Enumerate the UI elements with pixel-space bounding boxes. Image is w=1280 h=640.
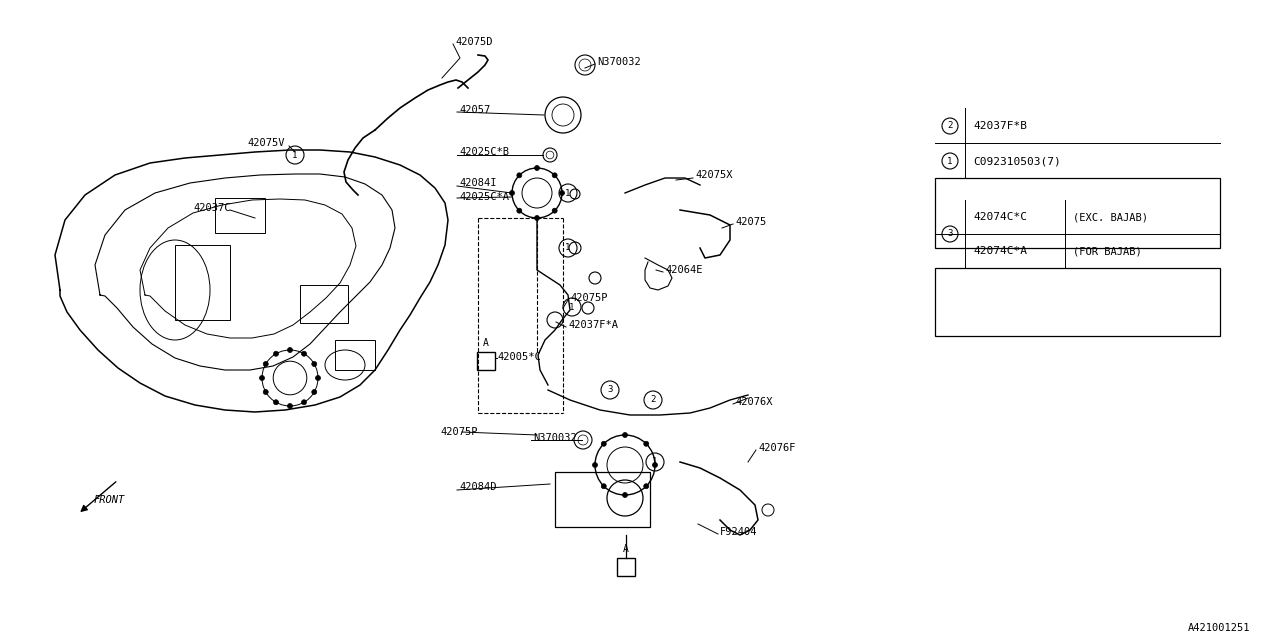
Bar <box>934 268 1220 336</box>
Text: 3: 3 <box>947 230 952 239</box>
Circle shape <box>552 173 557 178</box>
Text: 42075P: 42075P <box>440 427 477 437</box>
Text: (FOR BAJAB): (FOR BAJAB) <box>1073 246 1142 256</box>
Text: 42075P: 42075P <box>570 293 608 303</box>
Text: 2: 2 <box>947 122 952 131</box>
Circle shape <box>274 400 279 404</box>
Text: 42075: 42075 <box>735 217 767 227</box>
Text: 42075D: 42075D <box>454 37 493 47</box>
Circle shape <box>622 433 627 438</box>
Circle shape <box>622 493 627 497</box>
Text: N370032: N370032 <box>532 433 577 443</box>
Text: 42025C*B: 42025C*B <box>460 147 509 157</box>
Circle shape <box>509 191 515 195</box>
Text: 42084D: 42084D <box>460 482 497 492</box>
Text: 42037F*A: 42037F*A <box>568 320 618 330</box>
Circle shape <box>260 376 265 381</box>
Circle shape <box>312 390 316 394</box>
Circle shape <box>264 390 269 394</box>
Circle shape <box>312 362 316 367</box>
Text: 1: 1 <box>653 458 658 467</box>
Text: 42076F: 42076F <box>758 443 795 453</box>
Circle shape <box>288 348 293 353</box>
Circle shape <box>315 376 320 381</box>
Text: 42075X: 42075X <box>695 170 732 180</box>
Text: (EXC. BAJAB): (EXC. BAJAB) <box>1073 212 1148 222</box>
Text: 2: 2 <box>650 396 655 404</box>
Text: FRONT: FRONT <box>93 495 125 505</box>
Circle shape <box>264 362 269 367</box>
Text: A: A <box>623 544 628 554</box>
Bar <box>934 178 1220 248</box>
Circle shape <box>653 463 658 467</box>
Bar <box>556 472 650 527</box>
Text: 42005*C: 42005*C <box>497 352 540 362</box>
Circle shape <box>559 191 564 195</box>
Text: 42025C*A: 42025C*A <box>460 192 509 202</box>
Circle shape <box>517 208 522 213</box>
Circle shape <box>602 484 607 489</box>
Circle shape <box>535 166 539 170</box>
Circle shape <box>593 463 598 467</box>
Text: 1: 1 <box>570 303 575 312</box>
Text: A: A <box>483 338 489 348</box>
Text: C092310503(7): C092310503(7) <box>973 156 1061 166</box>
Text: 42084I: 42084I <box>460 178 497 188</box>
Text: 1: 1 <box>292 150 298 159</box>
Circle shape <box>602 442 607 446</box>
Bar <box>215 198 265 233</box>
Bar <box>175 245 230 320</box>
Text: N370032: N370032 <box>596 57 641 67</box>
Text: 42076X: 42076X <box>735 397 773 407</box>
Text: 1: 1 <box>947 157 952 166</box>
Text: 42075V: 42075V <box>247 138 284 148</box>
Text: 42037F*B: 42037F*B <box>973 121 1027 131</box>
Text: 42057: 42057 <box>460 105 490 115</box>
Circle shape <box>517 173 522 178</box>
Circle shape <box>644 484 649 489</box>
Text: F92404: F92404 <box>719 527 758 537</box>
Circle shape <box>288 403 293 408</box>
Circle shape <box>644 442 649 446</box>
Bar <box>300 285 348 323</box>
Circle shape <box>302 400 306 404</box>
Circle shape <box>552 208 557 213</box>
Text: 1: 1 <box>566 189 571 198</box>
Bar <box>335 340 375 370</box>
Circle shape <box>535 216 539 221</box>
Bar <box>617 558 635 576</box>
Text: 42074C*A: 42074C*A <box>973 246 1027 256</box>
Text: 42064E: 42064E <box>666 265 703 275</box>
Text: 3: 3 <box>607 385 613 394</box>
Text: 42037C: 42037C <box>193 203 230 213</box>
Text: 1: 1 <box>566 243 571 253</box>
Circle shape <box>274 351 279 356</box>
Bar <box>477 352 495 370</box>
Text: A421001251: A421001251 <box>1188 623 1251 633</box>
Circle shape <box>302 351 306 356</box>
Text: 42074C*C: 42074C*C <box>973 212 1027 222</box>
